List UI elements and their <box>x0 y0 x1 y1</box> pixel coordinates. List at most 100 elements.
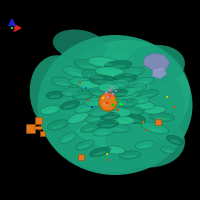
Ellipse shape <box>111 128 126 131</box>
Ellipse shape <box>170 139 181 144</box>
Ellipse shape <box>87 75 104 79</box>
Ellipse shape <box>68 71 83 76</box>
Ellipse shape <box>132 77 154 87</box>
Ellipse shape <box>89 147 111 157</box>
Ellipse shape <box>98 83 120 93</box>
FancyArrow shape <box>35 126 44 130</box>
Ellipse shape <box>51 124 64 129</box>
Ellipse shape <box>93 112 106 116</box>
Ellipse shape <box>101 72 119 76</box>
Ellipse shape <box>40 52 180 172</box>
Ellipse shape <box>89 107 111 117</box>
Ellipse shape <box>74 60 102 70</box>
Ellipse shape <box>60 133 76 143</box>
Ellipse shape <box>79 82 81 84</box>
Ellipse shape <box>88 87 110 97</box>
Ellipse shape <box>118 99 138 107</box>
Ellipse shape <box>76 95 89 98</box>
Ellipse shape <box>93 151 106 156</box>
Ellipse shape <box>104 92 108 95</box>
Ellipse shape <box>109 89 111 91</box>
Ellipse shape <box>112 93 114 95</box>
Ellipse shape <box>53 29 107 61</box>
Ellipse shape <box>100 112 120 120</box>
Ellipse shape <box>44 110 56 113</box>
Ellipse shape <box>124 118 141 122</box>
Ellipse shape <box>108 89 128 97</box>
Ellipse shape <box>105 107 116 110</box>
Ellipse shape <box>148 110 161 113</box>
Ellipse shape <box>120 92 133 95</box>
Ellipse shape <box>87 99 89 101</box>
Ellipse shape <box>109 107 131 117</box>
Ellipse shape <box>80 123 100 133</box>
Ellipse shape <box>80 65 97 69</box>
Ellipse shape <box>105 79 129 89</box>
Ellipse shape <box>125 45 185 85</box>
Ellipse shape <box>127 110 140 114</box>
Ellipse shape <box>114 112 127 115</box>
Ellipse shape <box>101 124 114 127</box>
Bar <box>26 123 35 132</box>
Ellipse shape <box>174 106 176 108</box>
Ellipse shape <box>115 120 130 123</box>
Ellipse shape <box>75 82 90 85</box>
Ellipse shape <box>78 107 91 112</box>
Ellipse shape <box>101 103 119 111</box>
Ellipse shape <box>60 100 80 110</box>
Ellipse shape <box>116 88 138 96</box>
Ellipse shape <box>111 86 113 88</box>
Ellipse shape <box>78 80 102 90</box>
Ellipse shape <box>99 93 117 111</box>
Ellipse shape <box>112 104 114 106</box>
Ellipse shape <box>164 150 173 153</box>
Ellipse shape <box>110 115 134 125</box>
Ellipse shape <box>84 97 106 107</box>
Ellipse shape <box>64 104 75 109</box>
Ellipse shape <box>124 72 139 76</box>
Ellipse shape <box>72 90 94 100</box>
Ellipse shape <box>40 106 60 114</box>
Ellipse shape <box>109 150 121 153</box>
Ellipse shape <box>88 57 118 67</box>
Ellipse shape <box>65 92 78 95</box>
Ellipse shape <box>136 81 149 86</box>
Ellipse shape <box>120 67 144 77</box>
Ellipse shape <box>107 159 109 161</box>
Ellipse shape <box>93 92 106 95</box>
Ellipse shape <box>141 94 154 97</box>
Ellipse shape <box>161 146 175 154</box>
Polygon shape <box>152 67 167 79</box>
Ellipse shape <box>95 80 112 84</box>
Ellipse shape <box>106 123 130 133</box>
Ellipse shape <box>91 106 93 108</box>
Ellipse shape <box>76 140 94 150</box>
Ellipse shape <box>92 128 114 136</box>
Ellipse shape <box>56 82 69 86</box>
Ellipse shape <box>150 112 174 122</box>
Ellipse shape <box>135 105 150 108</box>
Ellipse shape <box>103 108 105 110</box>
Ellipse shape <box>51 77 73 87</box>
Ellipse shape <box>142 121 144 123</box>
Ellipse shape <box>94 62 112 66</box>
Ellipse shape <box>139 124 141 126</box>
Ellipse shape <box>89 117 100 122</box>
Ellipse shape <box>122 103 134 106</box>
Ellipse shape <box>63 67 87 77</box>
Ellipse shape <box>104 60 132 70</box>
Ellipse shape <box>166 96 168 98</box>
Ellipse shape <box>83 85 98 88</box>
Ellipse shape <box>112 93 124 96</box>
Ellipse shape <box>71 117 84 122</box>
Ellipse shape <box>102 156 104 158</box>
Ellipse shape <box>103 102 109 107</box>
Ellipse shape <box>120 103 122 105</box>
Ellipse shape <box>134 100 146 103</box>
Ellipse shape <box>122 105 144 115</box>
Ellipse shape <box>97 120 119 128</box>
Ellipse shape <box>49 95 60 98</box>
Bar <box>35 116 42 123</box>
Ellipse shape <box>105 146 125 154</box>
Ellipse shape <box>60 40 190 150</box>
